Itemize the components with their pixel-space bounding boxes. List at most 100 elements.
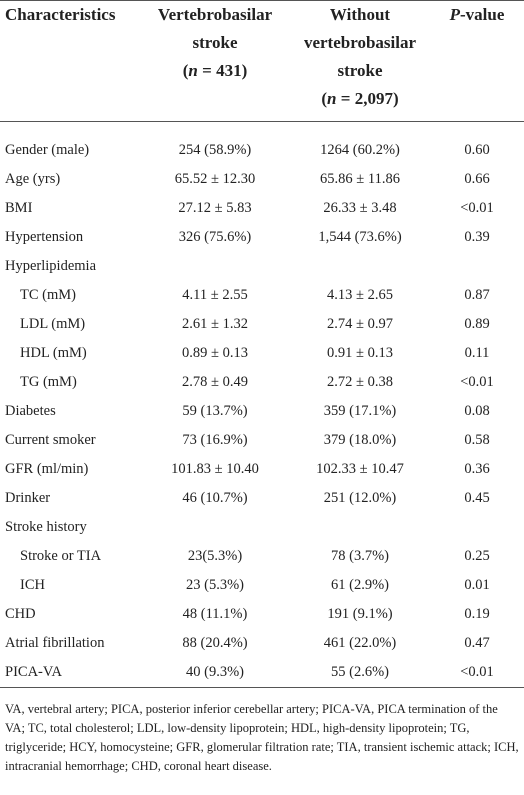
header-line: Characteristics bbox=[5, 1, 138, 29]
cell: 46 (10.7%) bbox=[182, 490, 248, 506]
table-row: GFR (ml/min) 101.83 ± 10.40 102.33 ± 10.47… bbox=[0, 455, 524, 484]
row-label: Drinker bbox=[5, 490, 51, 506]
header-text: ( bbox=[182, 61, 189, 80]
table-body: Gender (male) 254 (58.9%) 1264 (60.2%) 0.60… bbox=[0, 122, 524, 688]
empty-cell bbox=[430, 513, 524, 542]
header-line: (n = 2,097) bbox=[292, 85, 428, 113]
empty-cell bbox=[140, 513, 290, 542]
data-table: Characteristics Vertebrobasilar stroke (n =… bbox=[0, 0, 524, 688]
row-label: Gender (male) bbox=[5, 142, 90, 158]
cell: 48 (11.1%) bbox=[182, 606, 248, 622]
header-italic: n bbox=[188, 61, 198, 80]
cell: 191 (9.1%) bbox=[327, 606, 393, 622]
table-row: Atrial fibrillation 88 (20.4%) 461 (22.0%)… bbox=[0, 629, 524, 658]
cell: 0.01 bbox=[464, 577, 490, 593]
header-line: vertebrobasilar bbox=[292, 29, 428, 57]
row-label: BMI bbox=[5, 200, 33, 216]
cell: <0.01 bbox=[460, 200, 494, 216]
row-label: TG (mM) bbox=[20, 374, 77, 390]
header-italic: n bbox=[327, 89, 337, 108]
cell: 61 (2.9%) bbox=[331, 577, 389, 593]
cell: 0.08 bbox=[464, 403, 490, 419]
column-header: Vertebrobasilar stroke (n = 431) bbox=[140, 0, 290, 122]
cell: 359 (17.1%) bbox=[323, 403, 397, 419]
table-row: ICH 23 (5.3%) 61 (2.9%) 0.01 bbox=[0, 571, 524, 600]
header-text: ( bbox=[321, 89, 328, 108]
table-row: Gender (male) 254 (58.9%) 1264 (60.2%) 0.60 bbox=[0, 122, 524, 166]
cell: 0.36 bbox=[464, 461, 490, 477]
cell: 2.78 ± 0.49 bbox=[182, 374, 248, 390]
header-row: Characteristics Vertebrobasilar stroke (n =… bbox=[0, 0, 524, 122]
cell: 0.45 bbox=[464, 490, 490, 506]
header-text: Vertebrobasilar bbox=[157, 5, 273, 24]
cell: 326 (75.6%) bbox=[178, 229, 252, 245]
table-row: Hyperlipidemia bbox=[0, 252, 524, 281]
row-label: Hypertension bbox=[5, 229, 84, 245]
cell: <0.01 bbox=[460, 664, 494, 680]
table-row: Drinker 46 (10.7%) 251 (12.0%) 0.45 bbox=[0, 484, 524, 513]
row-label: ICH bbox=[20, 577, 45, 593]
footnote: VA, vertebral artery; PICA, posterior in… bbox=[5, 702, 519, 773]
cell: 4.11 ± 2.55 bbox=[182, 287, 248, 303]
cell: 1264 (60.2%) bbox=[320, 142, 400, 158]
column-header: Without vertebrobasilar stroke (n = 2,097) bbox=[290, 0, 430, 122]
row-label: GFR (ml/min) bbox=[5, 461, 89, 477]
table-row: Diabetes 59 (13.7%) 359 (17.1%) 0.08 bbox=[0, 397, 524, 426]
cell: <0.01 bbox=[460, 374, 494, 390]
header-text: -value bbox=[460, 5, 505, 24]
empty-cell bbox=[430, 252, 524, 281]
cell: 27.12 ± 5.83 bbox=[178, 200, 252, 216]
table-header: Characteristics Vertebrobasilar stroke (n =… bbox=[0, 0, 524, 122]
empty-cell bbox=[290, 513, 430, 542]
cell: 1,544 (73.6%) bbox=[318, 229, 402, 245]
empty-cell bbox=[140, 252, 290, 281]
header-text: stroke bbox=[337, 61, 383, 80]
cell: 23(5.3%) bbox=[187, 548, 243, 564]
table-row: CHD 48 (11.1%) 191 (9.1%) 0.19 bbox=[0, 600, 524, 629]
header-text: = 431) bbox=[197, 61, 248, 80]
cell: 0.89 ± 0.13 bbox=[182, 345, 248, 361]
cell: 2.61 ± 1.32 bbox=[182, 316, 248, 332]
table-row: TG (mM) 2.78 ± 0.49 2.72 ± 0.38 <0.01 bbox=[0, 368, 524, 397]
cell: 251 (12.0%) bbox=[323, 490, 397, 506]
empty-cell bbox=[290, 252, 430, 281]
row-label: LDL (mM) bbox=[20, 316, 86, 332]
row-label: PICA-VA bbox=[5, 664, 62, 680]
table-row: Age (yrs) 65.52 ± 12.30 65.86 ± 11.86 0.66 bbox=[0, 165, 524, 194]
cell: 73 (16.9%) bbox=[182, 432, 248, 448]
header-line: stroke bbox=[142, 29, 288, 57]
header-text: Without bbox=[329, 5, 391, 24]
cell: 88 (20.4%) bbox=[182, 635, 248, 651]
table-row: TC (mM) 4.11 ± 2.55 4.13 ± 2.65 0.87 bbox=[0, 281, 524, 310]
header-text: stroke bbox=[192, 33, 238, 52]
cell: 0.89 bbox=[464, 316, 490, 332]
cell: 2.74 ± 0.97 bbox=[327, 316, 393, 332]
cell: 23 (5.3%) bbox=[186, 577, 244, 593]
row-label: Stroke history bbox=[5, 519, 87, 535]
row-label: TC (mM) bbox=[20, 287, 76, 303]
cell: 0.25 bbox=[464, 548, 490, 564]
cell: 55 (2.6%) bbox=[331, 664, 389, 680]
row-label: Atrial fibrillation bbox=[5, 635, 105, 651]
table-row: Current smoker 73 (16.9%) 379 (18.0%) 0.58 bbox=[0, 426, 524, 455]
table-row: BMI 27.12 ± 5.83 26.33 ± 3.48 <0.01 bbox=[0, 194, 524, 223]
row-label: CHD bbox=[5, 606, 36, 622]
header-italic: P bbox=[449, 5, 460, 24]
row-label: HDL (mM) bbox=[20, 345, 87, 361]
cell: 0.66 bbox=[464, 171, 490, 187]
table-row: LDL (mM) 2.61 ± 1.32 2.74 ± 0.97 0.89 bbox=[0, 310, 524, 339]
header-text: vertebrobasilar bbox=[303, 33, 417, 52]
cell: 102.33 ± 10.47 bbox=[316, 461, 404, 477]
cell: 0.47 bbox=[464, 635, 490, 651]
cell: 379 (18.0%) bbox=[323, 432, 397, 448]
header-line: stroke bbox=[292, 57, 428, 85]
cell: 0.60 bbox=[464, 142, 490, 158]
column-header: Characteristics bbox=[0, 0, 140, 122]
row-label: Age (yrs) bbox=[5, 171, 61, 187]
header-line: Vertebrobasilar bbox=[142, 1, 288, 29]
cell: 59 (13.7%) bbox=[182, 403, 248, 419]
cell: 0.58 bbox=[464, 432, 490, 448]
cell: 0.39 bbox=[464, 229, 490, 245]
